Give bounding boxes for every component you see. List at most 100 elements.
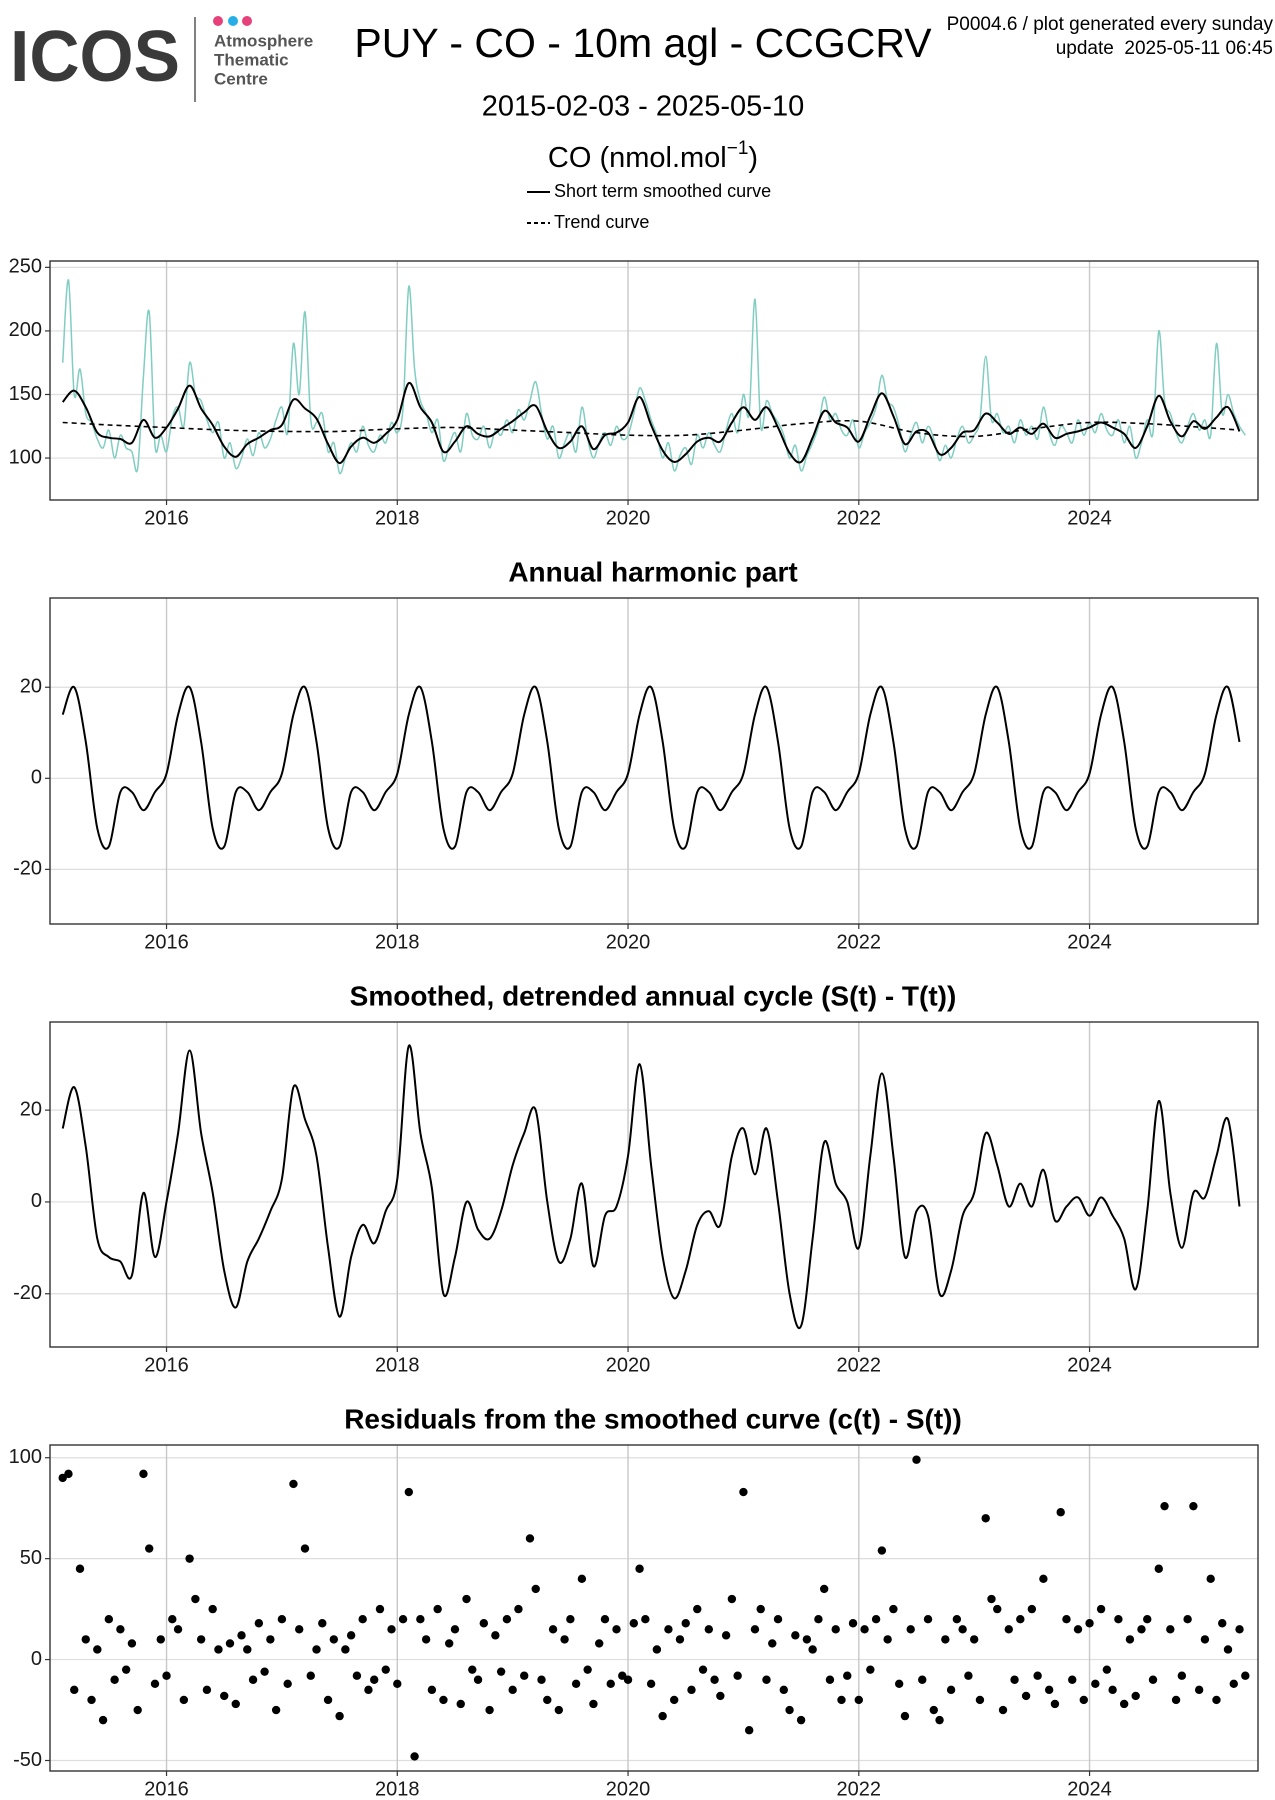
point <box>993 1604 1002 1614</box>
point <box>1194 1685 1204 1695</box>
point <box>802 1635 812 1644</box>
point <box>1125 1635 1135 1644</box>
point <box>352 1671 362 1680</box>
point <box>75 1564 85 1573</box>
point <box>698 1665 708 1674</box>
point <box>548 1625 558 1634</box>
point <box>156 1635 165 1644</box>
point <box>416 1615 425 1624</box>
y-tick-label: 250 <box>9 256 42 278</box>
point <box>929 1705 938 1715</box>
point <box>658 1711 667 1721</box>
logo-dot <box>242 16 252 26</box>
point <box>1085 1619 1094 1628</box>
x-tick-label: 2018 <box>375 507 420 529</box>
x-tick-label: 2020 <box>606 1778 651 1800</box>
point <box>496 1667 506 1676</box>
point <box>912 1455 921 1464</box>
point <box>502 1615 512 1624</box>
panel-title: Annual harmonic part <box>508 556 797 587</box>
y-tick-label: 100 <box>9 1446 42 1468</box>
point <box>410 1752 419 1761</box>
point <box>1004 1625 1013 1634</box>
x-tick-label: 2020 <box>606 1354 651 1376</box>
y-tick-label: -20 <box>13 858 42 880</box>
point <box>491 1631 500 1640</box>
point <box>254 1619 264 1628</box>
series-line <box>61 382 1241 465</box>
point <box>168 1615 177 1624</box>
legend-label: Short term smoothed curve <box>554 181 771 201</box>
point <box>450 1625 460 1634</box>
plot-background <box>50 261 1258 500</box>
point <box>744 1726 754 1735</box>
point <box>1091 1679 1100 1688</box>
point <box>1229 1679 1238 1688</box>
point <box>629 1619 639 1628</box>
point <box>473 1675 483 1684</box>
point <box>445 1639 454 1648</box>
plot-border <box>49 1021 1259 1348</box>
point <box>866 1665 875 1674</box>
x-tick-label: 2024 <box>1067 1354 1112 1376</box>
y-tick-label: 100 <box>9 446 42 468</box>
point <box>681 1619 690 1628</box>
point <box>1206 1574 1215 1584</box>
point <box>93 1645 102 1654</box>
panel-title: Smoothed, detrended annual cycle (S(t) -… <box>350 980 957 1011</box>
point <box>196 1635 206 1644</box>
point <box>289 1479 298 1489</box>
logo-dot <box>228 16 238 26</box>
point <box>998 1705 1008 1715</box>
point <box>225 1639 235 1648</box>
point <box>566 1615 575 1624</box>
x-tick-label: 2020 <box>606 931 651 953</box>
x-tick-label: 2020 <box>606 507 651 529</box>
plot-background <box>50 1445 1258 1771</box>
point <box>306 1671 315 1680</box>
point <box>935 1715 944 1725</box>
x-tick-label: 2022 <box>837 507 882 529</box>
point <box>860 1625 869 1634</box>
point <box>687 1685 696 1695</box>
series-line <box>61 1044 1241 1330</box>
point <box>1218 1619 1227 1628</box>
logo-dot <box>213 16 223 26</box>
point <box>398 1615 408 1624</box>
panel-title: Residuals from the smoothed curve (c(t) … <box>344 1403 962 1434</box>
point <box>531 1584 540 1594</box>
point <box>606 1679 615 1688</box>
point <box>1189 1501 1198 1511</box>
point <box>214 1645 223 1654</box>
legend-label: Trend curve <box>554 212 649 232</box>
point <box>733 1671 742 1680</box>
point <box>514 1604 523 1614</box>
point <box>87 1695 96 1705</box>
point <box>145 1544 154 1553</box>
point <box>808 1645 817 1654</box>
point <box>323 1695 333 1705</box>
x-tick-label: 2022 <box>837 1778 882 1800</box>
point <box>571 1679 581 1688</box>
plot-border <box>49 597 1259 925</box>
point <box>1108 1685 1117 1695</box>
page-title: PUY - CO - 10m agl - CCGCRV <box>354 20 932 66</box>
point <box>1039 1574 1048 1584</box>
point <box>341 1645 350 1654</box>
logo-line: Thematic <box>214 50 289 69</box>
point <box>1166 1625 1175 1634</box>
point <box>1119 1699 1129 1709</box>
point <box>1068 1675 1077 1684</box>
point <box>81 1635 90 1644</box>
point <box>843 1671 852 1680</box>
point <box>104 1615 114 1624</box>
point <box>191 1594 200 1604</box>
point <box>421 1635 431 1644</box>
point <box>312 1645 321 1654</box>
point <box>612 1625 621 1634</box>
point <box>1056 1508 1065 1517</box>
point <box>848 1619 858 1628</box>
point <box>785 1705 794 1715</box>
y-tick-label: -50 <box>13 1749 42 1771</box>
